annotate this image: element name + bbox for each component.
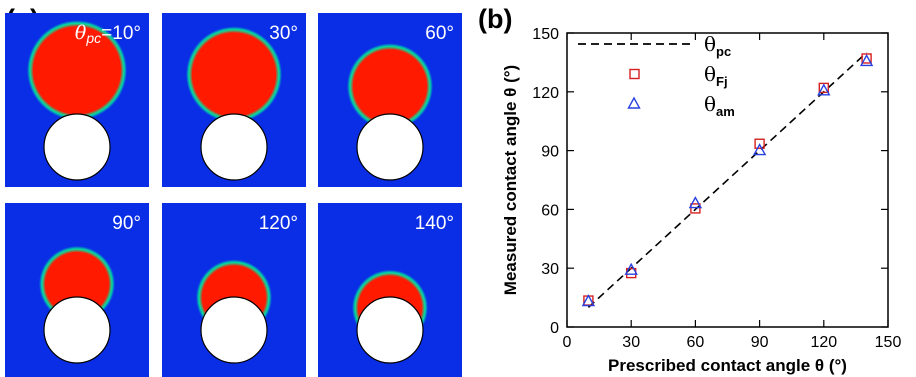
x-tick-label: 30 bbox=[622, 334, 640, 351]
y-tick-label: 90 bbox=[541, 144, 559, 161]
droplet bbox=[33, 26, 121, 115]
x-tick-label: 120 bbox=[810, 334, 837, 351]
y-axis-label: Measured contact angle θ (°) bbox=[501, 65, 520, 295]
tile-angle-label: 90° bbox=[112, 213, 141, 234]
particle bbox=[43, 296, 111, 364]
data-point-triangle bbox=[688, 196, 703, 209]
snapshot-tile: 60° bbox=[318, 13, 462, 187]
y-tick-label: 30 bbox=[541, 261, 559, 278]
legend-entry: θpc bbox=[704, 32, 731, 59]
x-tick-label: 0 bbox=[563, 334, 572, 351]
particle bbox=[200, 113, 268, 181]
data-point-triangle bbox=[624, 262, 638, 275]
y-tick-label: 150 bbox=[532, 26, 559, 43]
legend-square bbox=[629, 68, 640, 80]
y-tick-label: 60 bbox=[541, 202, 559, 219]
y-tick-label: 120 bbox=[532, 85, 559, 102]
droplet bbox=[353, 49, 427, 124]
x-axis-label: Prescribed contact angle θ (°) bbox=[608, 356, 847, 375]
x-tick-label: 90 bbox=[751, 334, 769, 351]
tile-angle-label: 140° bbox=[415, 213, 454, 234]
data-point-triangle bbox=[817, 83, 831, 96]
tile-angle-label: 30° bbox=[269, 23, 298, 44]
snapshot-tile: θpc=10° bbox=[5, 13, 149, 187]
droplet bbox=[192, 32, 276, 117]
particle bbox=[43, 113, 111, 181]
snapshot-tile: 140° bbox=[318, 203, 462, 377]
legend-entry: θam bbox=[704, 92, 735, 119]
tile-angle-label: 120° bbox=[259, 213, 298, 234]
x-tick-label: 150 bbox=[875, 334, 902, 351]
tile-angle-label: 60° bbox=[425, 23, 454, 44]
data-point-triangle bbox=[752, 143, 767, 156]
y-tick-label: 0 bbox=[550, 320, 559, 337]
tile-angle-label: θpc=10° bbox=[75, 22, 141, 46]
data-point-square bbox=[690, 203, 701, 214]
data-point-triangle bbox=[859, 53, 874, 67]
particle bbox=[356, 296, 424, 364]
data-point-triangle bbox=[581, 294, 596, 307]
particle bbox=[356, 113, 424, 181]
snapshot-tile: 90° bbox=[5, 203, 149, 377]
snapshot-tile: 30° bbox=[162, 13, 306, 187]
snapshot-tile: 120° bbox=[162, 203, 306, 377]
particle bbox=[200, 296, 268, 364]
legend-triangle bbox=[627, 96, 641, 109]
legend-entry: θFj bbox=[704, 62, 728, 89]
panel-b-label: (b) bbox=[478, 4, 513, 34]
droplet bbox=[45, 252, 109, 317]
x-tick-label: 60 bbox=[687, 334, 705, 351]
plot-frame bbox=[566, 32, 889, 328]
data-point-square bbox=[754, 138, 765, 149]
